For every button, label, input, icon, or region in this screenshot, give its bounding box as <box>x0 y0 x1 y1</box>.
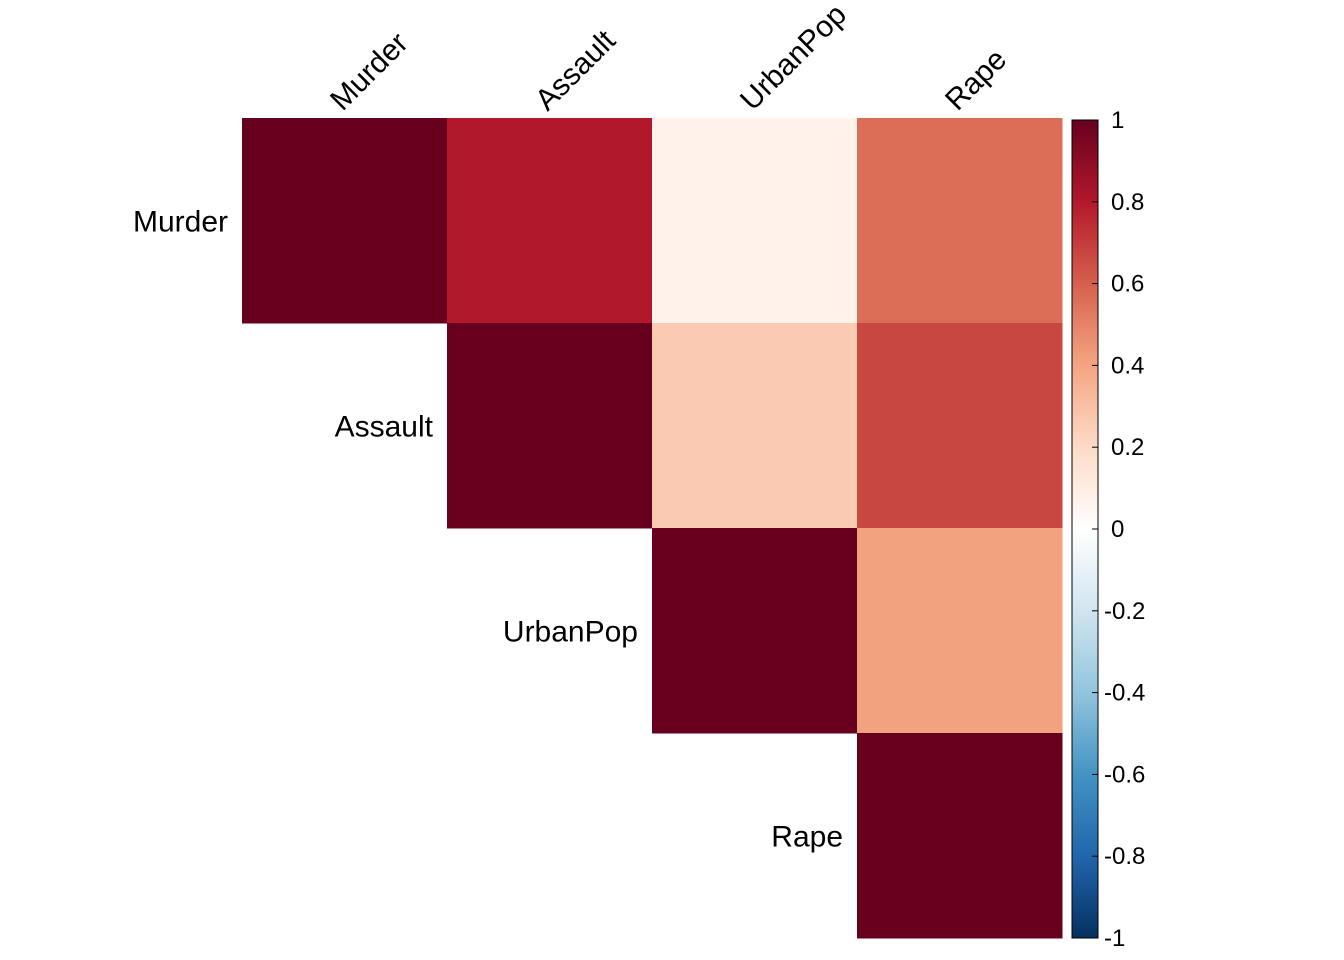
row-labels: Murder Assault UrbanPop Rape <box>133 206 843 854</box>
cell-murder-rape <box>857 118 1063 324</box>
cell-murder-urbanpop <box>652 118 858 324</box>
colorbar-tick-label: 0 <box>1111 516 1124 543</box>
column-label-rape: Rape <box>939 43 1013 117</box>
cell-urbanpop-rape <box>857 528 1063 734</box>
row-label-urbanpop: UrbanPop <box>503 616 638 649</box>
cell-assault-assault <box>447 323 653 529</box>
cell-rape-rape <box>857 733 1063 939</box>
column-label-murder: Murder <box>324 26 415 117</box>
column-labels: Murder Assault UrbanPop Rape <box>324 0 1013 117</box>
column-label-assault: Assault <box>529 24 622 117</box>
cell-urbanpop-urbanpop <box>652 528 858 734</box>
colorbar-tick-label: 0.2 <box>1111 434 1144 461</box>
colorbar-tick-label: -0.4 <box>1104 680 1145 707</box>
colorbar-tick-label: -0.8 <box>1104 843 1145 870</box>
cell-assault-urbanpop <box>652 323 858 529</box>
colorbar-tick-label: 0.8 <box>1111 189 1144 216</box>
colorbar-tick-label: 0.6 <box>1111 271 1144 298</box>
colorbar-tick-label: 0.4 <box>1111 352 1144 379</box>
cell-murder-murder <box>242 118 448 324</box>
row-label-murder: Murder <box>133 206 228 239</box>
cell-murder-assault <box>447 118 653 324</box>
row-label-assault: Assault <box>335 411 434 444</box>
colorbar-tick-label: -1 <box>1104 925 1125 952</box>
colorbar-tick-label: -0.2 <box>1104 598 1145 625</box>
colorbar-tick-label: -0.6 <box>1104 761 1145 788</box>
row-label-rape: Rape <box>771 821 843 854</box>
column-label-urbanpop: UrbanPop <box>734 0 853 117</box>
colorbar-tick-label: 1 <box>1111 107 1124 134</box>
colorbar: 1 0.8 0.6 0.4 0.2 0 -0.2 -0.4 -0.6 -0.8 -1 <box>1071 107 1145 952</box>
heatmap-cells <box>242 118 1063 939</box>
cell-assault-rape <box>857 323 1063 529</box>
